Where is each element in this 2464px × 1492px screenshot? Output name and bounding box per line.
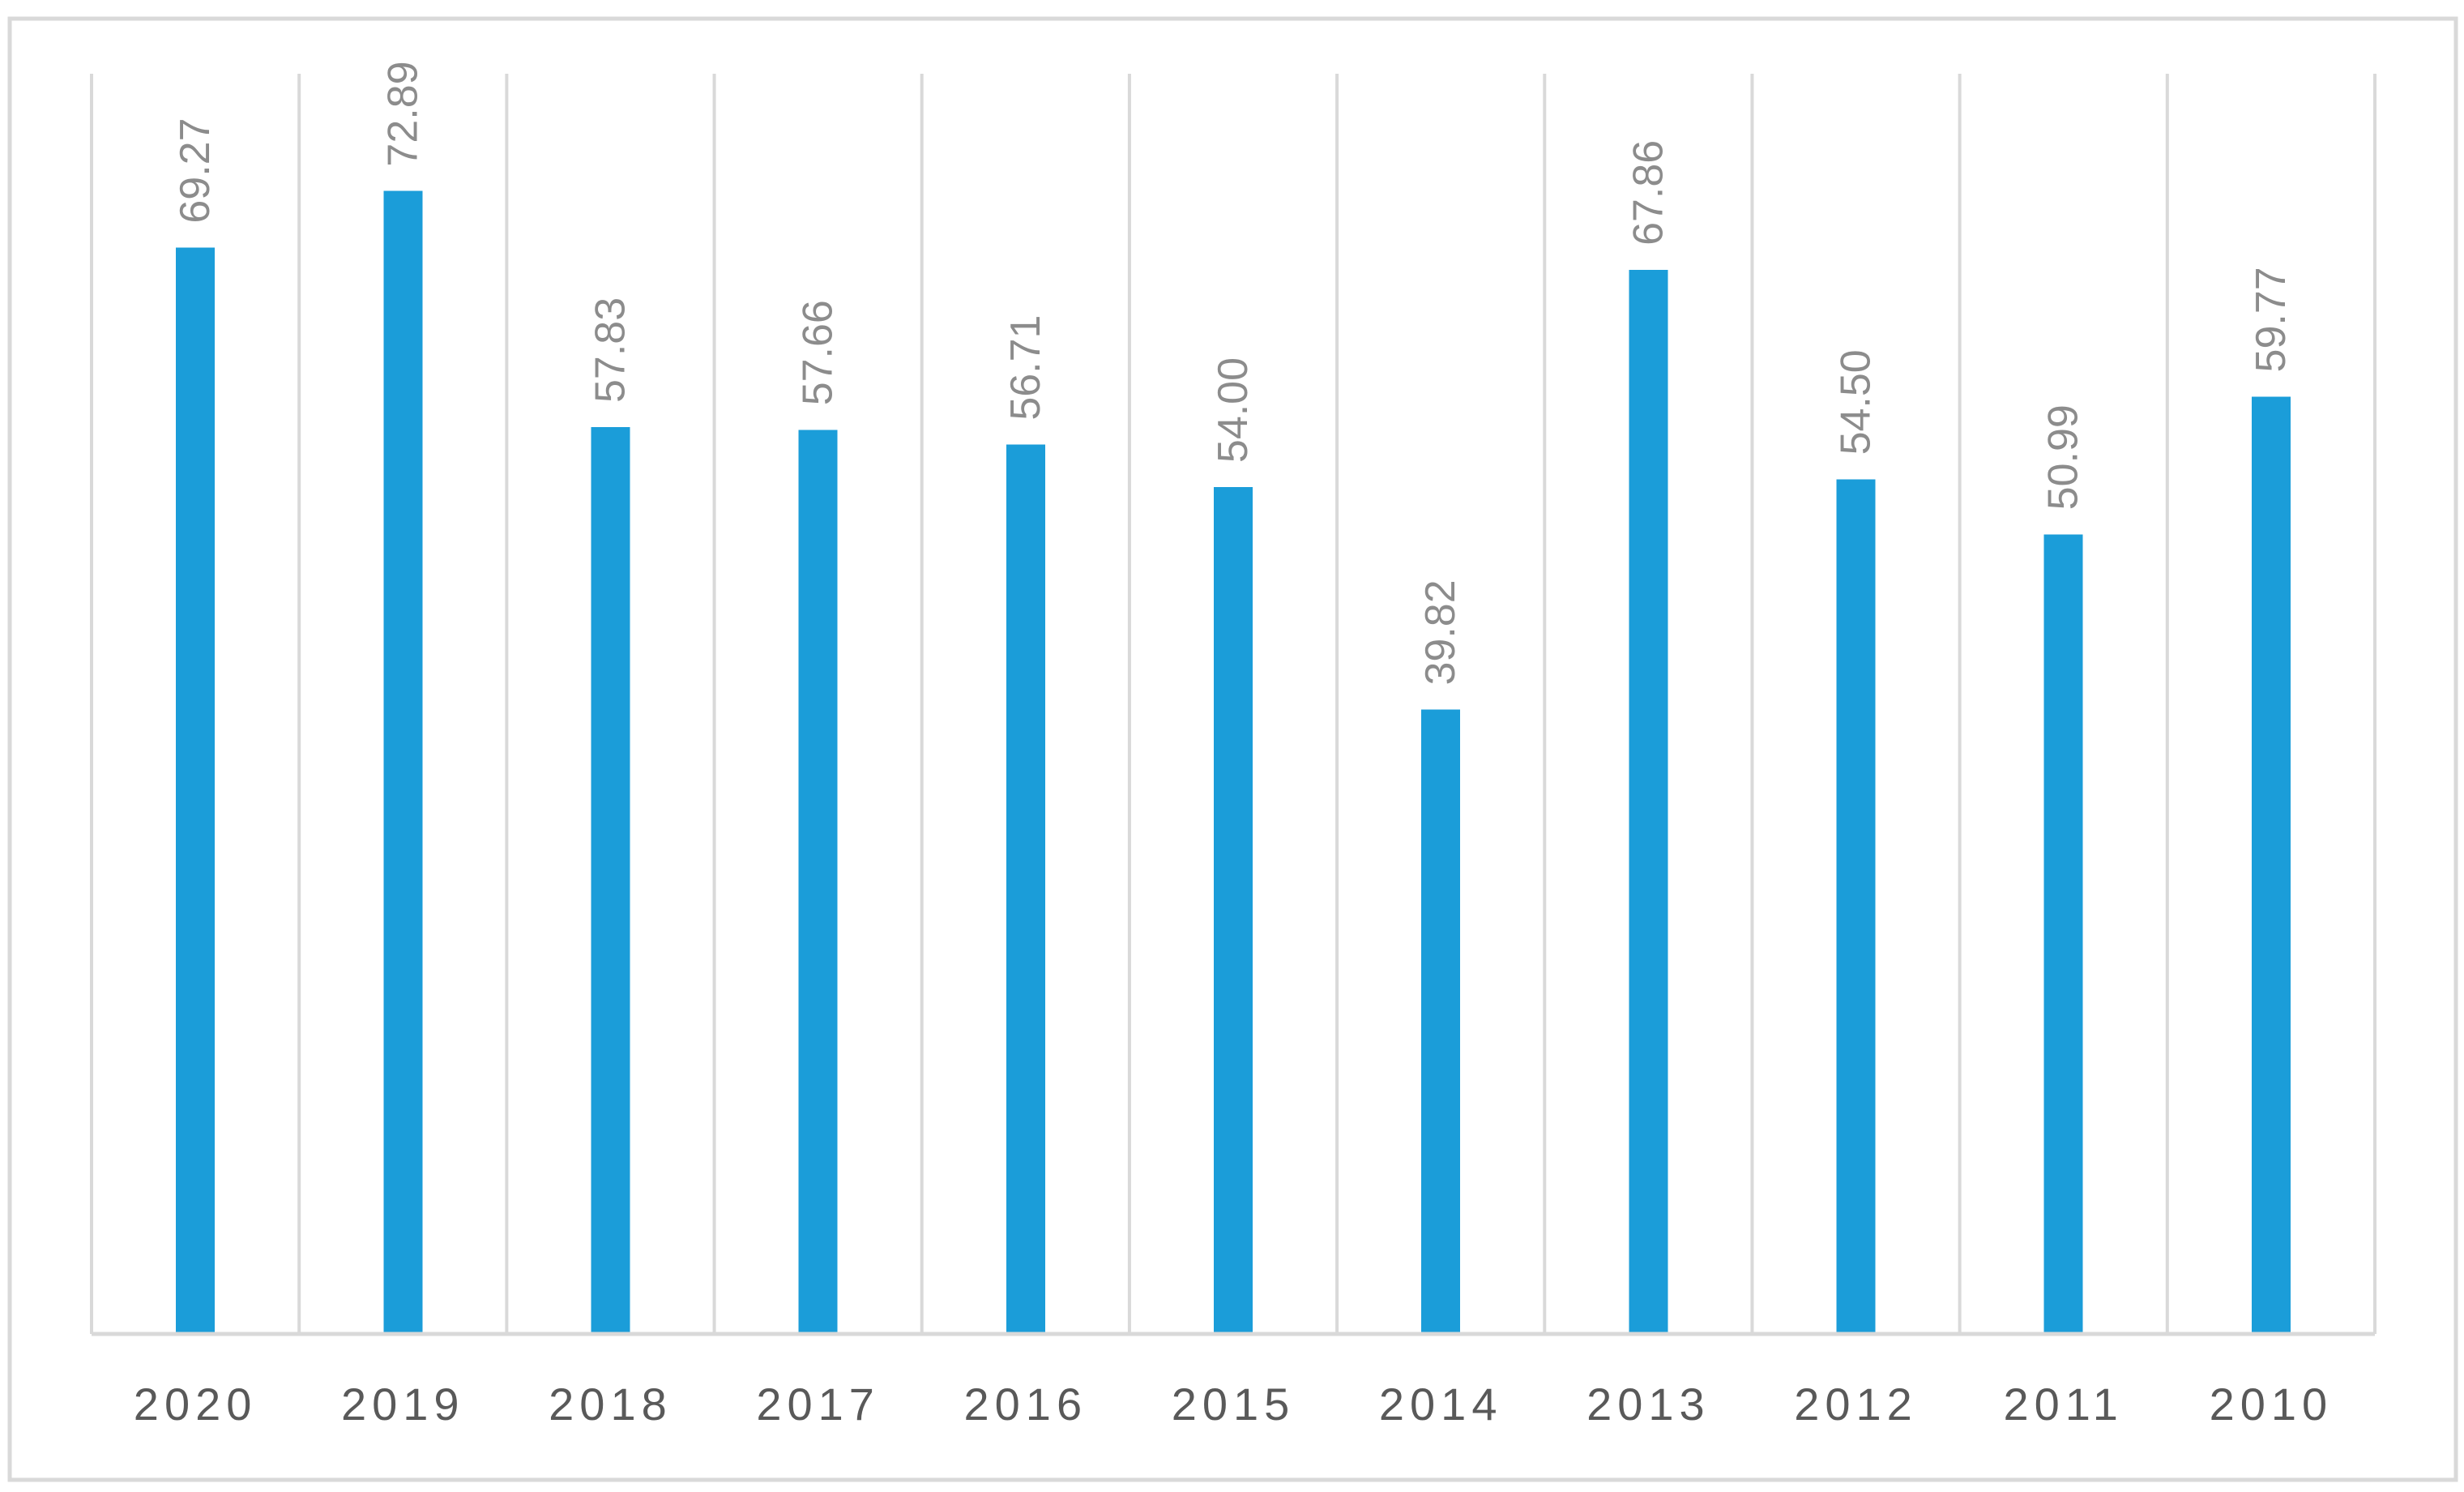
data-label-2018: 57.83 bbox=[587, 297, 634, 403]
data-label-2010: 59.77 bbox=[2248, 267, 2295, 372]
bar-2010 bbox=[2251, 396, 2291, 1335]
x-tick-label-2018: 2018 bbox=[549, 1379, 673, 1430]
bar-2016 bbox=[1006, 444, 1045, 1334]
data-label-2015: 54.00 bbox=[1210, 357, 1257, 463]
data-labels: 69.27 72.89 57.83 57.66 56.71 54.00 39.82 67.86… bbox=[172, 61, 2295, 685]
data-label-2014: 39.82 bbox=[1417, 579, 1464, 685]
data-label-2012: 54.50 bbox=[1833, 349, 1880, 455]
x-tick-label-2014: 2014 bbox=[1379, 1379, 1503, 1430]
bars bbox=[176, 190, 2291, 1335]
grid-lines bbox=[90, 74, 2376, 1334]
x-tick-label-2020: 2020 bbox=[134, 1379, 258, 1430]
x-tick-label-2017: 2017 bbox=[756, 1379, 880, 1430]
x-axis-tick-labels: 2020 2019 2018 2017 2016 2015 2014 2013 2012 2011… bbox=[134, 1379, 2334, 1430]
bar-2019 bbox=[383, 190, 423, 1335]
data-label-2016: 56.71 bbox=[1002, 315, 1049, 421]
bar-2011 bbox=[2043, 534, 2083, 1334]
bar-2012 bbox=[1836, 479, 1876, 1334]
bar-2014 bbox=[1421, 709, 1461, 1334]
bar-2020 bbox=[176, 247, 216, 1334]
x-tick-label-2012: 2012 bbox=[1794, 1379, 1918, 1430]
bar-2013 bbox=[1629, 269, 1668, 1335]
x-tick-label-2011: 2011 bbox=[2004, 1379, 2124, 1430]
data-label-2011: 50.99 bbox=[2040, 404, 2087, 510]
data-label-2017: 57.66 bbox=[795, 300, 842, 405]
bar-2015 bbox=[1214, 487, 1253, 1334]
bar-2018 bbox=[591, 426, 630, 1334]
data-label-2013: 67.86 bbox=[1625, 140, 1672, 246]
x-tick-label-2013: 2013 bbox=[1586, 1379, 1710, 1430]
bar-2017 bbox=[798, 430, 838, 1334]
x-tick-label-2010: 2010 bbox=[2210, 1379, 2334, 1430]
data-label-2019: 72.89 bbox=[379, 61, 426, 166]
x-tick-label-2015: 2015 bbox=[1172, 1379, 1296, 1430]
x-tick-label-2016: 2016 bbox=[964, 1379, 1088, 1430]
data-label-2020: 69.27 bbox=[172, 118, 219, 223]
x-tick-label-2019: 2019 bbox=[341, 1379, 465, 1430]
